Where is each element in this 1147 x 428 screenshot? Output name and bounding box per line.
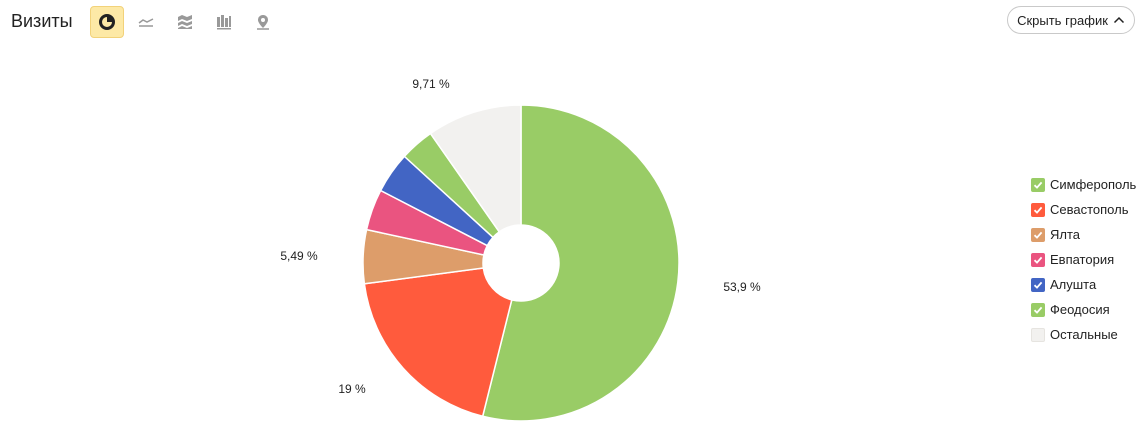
slice-label-6: 9,71 % (412, 77, 450, 91)
legend-label: Алушта (1050, 277, 1097, 292)
legend-label: Остальные (1050, 327, 1118, 342)
pie-chart-icon (99, 14, 115, 30)
legend-checkbox[interactable] (1031, 302, 1045, 317)
hide-chart-button[interactable]: Скрыть график (1007, 6, 1135, 34)
bar-chart-icon (217, 15, 231, 30)
slice-label-1: 19 % (338, 382, 366, 396)
map-pin-icon (257, 15, 269, 30)
check-icon (1033, 206, 1043, 214)
chart-legend: Симферополь Севастополь Ялта Евпатория Алушт… (1031, 172, 1136, 347)
legend-label: Феодосия (1050, 302, 1110, 317)
check-icon (1034, 332, 1044, 340)
legend-label: Ялта (1050, 227, 1081, 242)
legend-label: Симферополь (1050, 177, 1137, 192)
pie-slice-6[interactable] (429, 104, 522, 233)
legend-checkbox[interactable] (1031, 252, 1045, 267)
page-title: Визиты (11, 11, 73, 31)
legend-item-4[interactable]: Алушта (1031, 272, 1136, 297)
bar-chart-button[interactable] (207, 6, 241, 38)
pie-slice-0[interactable] (481, 104, 680, 422)
legend-label: Евпатория (1050, 252, 1115, 267)
hide-chart-label: Скрыть график (1017, 12, 1108, 28)
map-button[interactable] (246, 6, 280, 38)
legend-item-3[interactable]: Евпатория (1031, 247, 1136, 272)
chart-header: Визиты (0, 0, 1147, 48)
legend-checkbox[interactable] (1031, 327, 1045, 342)
check-icon (1033, 306, 1043, 314)
legend-checkbox[interactable] (1031, 202, 1045, 217)
legend-item-6[interactable]: Остальные (1031, 322, 1136, 347)
line-chart-button[interactable] (129, 6, 163, 38)
legend-checkbox[interactable] (1031, 277, 1045, 292)
legend-item-0[interactable]: Симферополь (1031, 172, 1136, 197)
legend-item-5[interactable]: Феодосия (1031, 297, 1136, 322)
check-icon (1033, 256, 1043, 264)
legend-item-1[interactable]: Севастополь (1031, 197, 1136, 222)
pie-slice-1[interactable] (363, 267, 513, 418)
legend-item-2[interactable]: Ялта (1031, 222, 1136, 247)
slice-label-0: 53,9 % (723, 280, 761, 294)
check-icon (1033, 231, 1043, 239)
area-chart-button[interactable] (168, 6, 202, 38)
pie-chart-button[interactable] (90, 6, 124, 38)
legend-checkbox[interactable] (1031, 227, 1045, 242)
legend-label: Севастополь (1050, 202, 1129, 217)
check-icon (1033, 181, 1043, 189)
chevron-up-icon (1113, 16, 1124, 24)
check-icon (1033, 281, 1043, 289)
area-chart-icon (178, 15, 192, 29)
slice-label-2: 5,49 % (280, 249, 318, 263)
line-chart-icon (138, 18, 154, 27)
legend-checkbox[interactable] (1031, 177, 1045, 192)
